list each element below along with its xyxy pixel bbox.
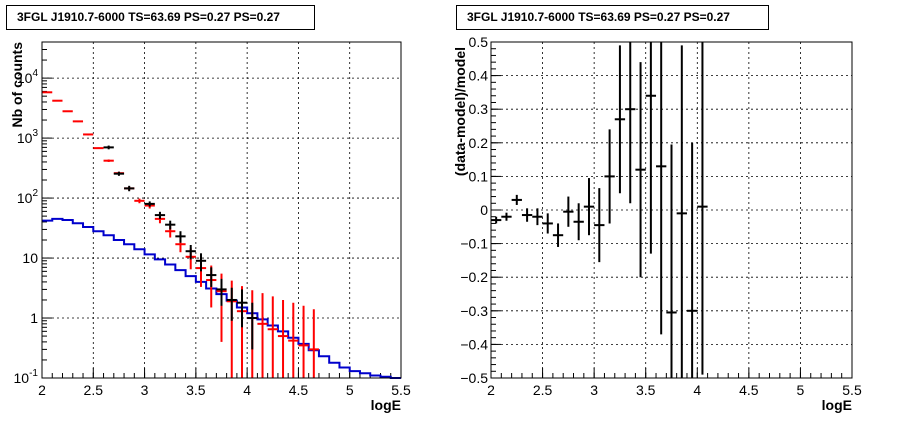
residual-chart-title: 3FGL J1910.7-6000 TS=63.69 PS=0.27 PS=0.… <box>456 5 769 30</box>
plot-frame <box>490 41 853 379</box>
y-tick-label: 10 <box>22 250 38 266</box>
residual-chart: 2 2.5 3 3.5 4 4.5 5 5.5 −0.5 −0.4 −0.3 −0.2 −0.1 0 0.1… <box>452 34 862 413</box>
x-tick-label: 2.5 <box>533 382 553 398</box>
x-tick-label: 3.5 <box>186 382 206 398</box>
x-tick-label: 4.5 <box>739 382 759 398</box>
x-tick-label: 4.5 <box>289 382 309 398</box>
y-tick-base: 10 <box>17 130 33 146</box>
y-tick-base: 10 <box>17 70 33 86</box>
y-tick-label: −0.4 <box>460 336 488 352</box>
x-axis-title: logE <box>371 397 401 413</box>
y-tick-label: 1 <box>30 310 38 326</box>
x-tick-label: 5.5 <box>842 382 862 398</box>
x-tick-label: 5 <box>346 382 354 398</box>
y-tick-label: −0.2 <box>460 269 488 285</box>
y-tick-label: −0.1 <box>460 236 488 252</box>
x-tick-label: 4 <box>243 382 251 398</box>
y-tick-label: −0.3 <box>460 303 488 319</box>
y-tick-base: 10 <box>17 190 33 206</box>
x-tick-label: 3 <box>590 382 598 398</box>
y-tick-label: 103 <box>17 128 39 146</box>
y-tick-base: 10 <box>14 370 30 386</box>
y-tick-label: 0.2 <box>469 135 489 151</box>
x-axis-title: logE <box>822 397 852 413</box>
x-tick-label: 4 <box>693 382 701 398</box>
y-tick-label: 0 <box>480 202 488 218</box>
y-tick-exponent: 4 <box>32 68 38 79</box>
x-tick-label: 3.5 <box>636 382 656 398</box>
plot-frame <box>41 41 402 379</box>
x-tick-label: 5.5 <box>391 382 411 398</box>
y-tick-exponent: -1 <box>29 368 38 379</box>
counts-panel: 3FGL J1910.7-6000 TS=63.69 PS=0.27 PS=0.… <box>6 5 411 413</box>
counts-chart-title: 3FGL J1910.7-6000 TS=63.69 PS=0.27 PS=0.… <box>6 5 315 30</box>
y-tick-label: −0.5 <box>460 370 488 386</box>
residual-panel: 3FGL J1910.7-6000 TS=63.69 PS=0.27 PS=0.… <box>449 0 898 421</box>
y-tick-exponent: 3 <box>32 128 38 139</box>
x-tick-label: 5 <box>797 382 805 398</box>
y-tick-label: 0.3 <box>469 101 489 117</box>
y-tick-label: 0.1 <box>469 168 489 184</box>
y-tick-exponent: 2 <box>32 188 38 199</box>
y-axis-title: Nb of counts <box>9 42 25 128</box>
y-tick-label: 102 <box>17 188 39 206</box>
y-tick-label: 0.5 <box>469 34 489 50</box>
y-tick-label: 0.4 <box>469 68 489 84</box>
x-tick-label: 2 <box>487 382 495 398</box>
y-tick-label: 10-1 <box>14 368 39 386</box>
y-tick-label: 104 <box>17 68 39 86</box>
y-axis-title: (data-model)/model <box>452 47 468 176</box>
x-tick-label: 2 <box>38 382 46 398</box>
x-tick-label: 2.5 <box>84 382 104 398</box>
x-tick-label: 3 <box>141 382 149 398</box>
